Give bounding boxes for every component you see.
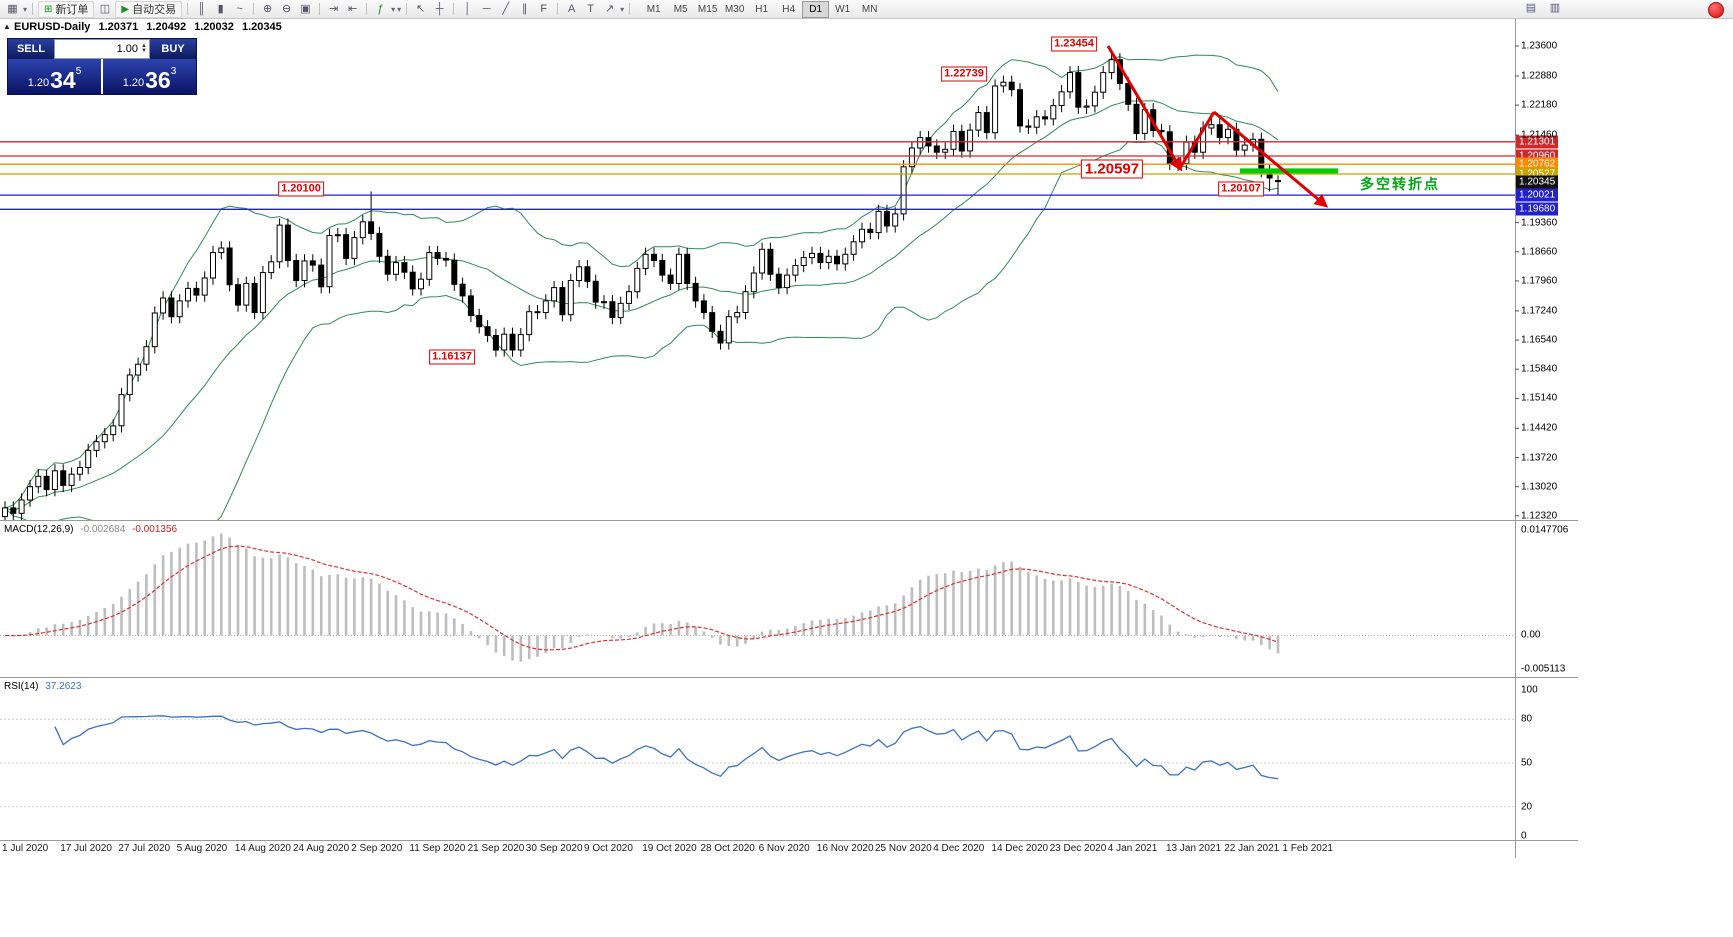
toolbar-separator: [453, 3, 455, 15]
chart-shift-icon[interactable]: ⇤: [348, 2, 358, 15]
ohlc-high: 1.20492: [146, 21, 187, 33]
toolbar-separator: [187, 3, 189, 15]
ohlc-open: 1.20371: [98, 21, 139, 33]
rsi-indicator-label: RSI(14) 37.2623: [4, 681, 85, 692]
auto-trading-icon: ▶: [121, 3, 130, 15]
main-price-pane: [0, 45, 1515, 520]
trade-panel-header: SELL 1.00 ▲ ▼ BUY: [8, 39, 196, 59]
notification-badge[interactable]: [1708, 2, 1724, 18]
timeframe-h4[interactable]: H4: [782, 3, 796, 15]
macd-signal-value: -0.001356: [132, 524, 178, 535]
auto-scroll-icon[interactable]: ⇥: [329, 2, 339, 15]
buy-price-button[interactable]: 1.20 36 3: [103, 59, 196, 94]
one-click-panel-toggle-icon[interactable]: ▲: [3, 22, 11, 31]
toolbar-separator: [406, 3, 408, 15]
timeframe-m30[interactable]: M30: [724, 3, 745, 15]
one-click-trading-panel: SELL 1.00 ▲ ▼ BUY 1.20 34 5 1.20 36 3: [7, 38, 197, 95]
trade-panel-prices: 1.20 34 5 1.20 36 3: [8, 59, 196, 94]
periods-dropdown[interactable]: ▾: [397, 4, 402, 14]
macd-indicator-label: MACD(12,26,9) -0.002684 -0.001356: [4, 524, 181, 535]
sell-price-prefix: 1.20: [27, 77, 50, 89]
timeframe-m15[interactable]: M15: [697, 3, 718, 15]
buy-price-sup: 3: [170, 66, 177, 77]
charts-icon[interactable]: ◫: [99, 2, 111, 15]
timeframe-d1[interactable]: D1: [802, 0, 830, 18]
timeframe-m5[interactable]: M5: [673, 3, 688, 15]
window-arrange-icon[interactable]: ▤: [1525, 2, 1537, 14]
chart-title: EURUSD-Daily 1.20371 1.20492 1.20032 1.2…: [14, 21, 287, 33]
macd-name: MACD(12,26,9): [4, 524, 74, 535]
horizontal-line-icon[interactable]: ─: [482, 2, 491, 15]
crosshair-icon[interactable]: ┼: [435, 2, 444, 15]
ohlc-low: 1.20032: [194, 21, 234, 33]
toolbar-separator: [319, 3, 321, 15]
auto-trading-button-label: 自动交易: [132, 4, 177, 16]
channel-icon[interactable]: ∥: [521, 2, 528, 15]
candlestick-chart-icon[interactable]: ▮: [217, 2, 224, 15]
chart-window-dropdown[interactable]: ▾: [23, 4, 28, 14]
rsi-pane: [0, 715, 1515, 808]
sell-price-sup: 5: [75, 66, 82, 77]
timeframe-group: M1 M5 M15 M30 H1 H4 D1 W1 MN: [640, 0, 883, 18]
bar-chart-icon[interactable]: ║: [197, 2, 206, 15]
toolbar-separator: [32, 3, 34, 15]
timeframe-h1[interactable]: H1: [755, 3, 769, 15]
indicators-icon[interactable]: ƒ: [377, 2, 384, 15]
toolbar-separator: [557, 3, 559, 15]
vertical-line-icon[interactable]: │: [464, 2, 472, 15]
macd-pane: [0, 533, 1515, 662]
buy-price-big: 36: [145, 67, 171, 93]
sell-price-big: 34: [50, 67, 76, 93]
new-order-button-label: 新订单: [55, 4, 89, 16]
macd-main-value: -0.002684: [80, 524, 126, 535]
rsi-value: 37.2623: [45, 681, 82, 692]
toolbar-separator: [629, 3, 631, 15]
timeframe-m1[interactable]: M1: [646, 3, 661, 15]
chart-window-icon[interactable]: ▦: [7, 2, 18, 15]
toolbar-items: ▦ ▾ ⊞ 新订单 ◫ ▶ 自动交易 ║ ▮ ~ ⊕ ⊖ ▣ ⇥ ⇤ ƒ ▾ ▾ ↖ ┼ │ ─ ╱ ∥ F A T ↗ ▾ M1 M5 M1…: [3, 0, 883, 18]
indicators-dropdown[interactable]: ▾: [391, 4, 396, 14]
volume-value: 1.00: [116, 43, 139, 55]
tile-windows-icon[interactable]: ▣: [300, 2, 311, 15]
new-order-icon: ⊞: [44, 3, 53, 15]
fibonacci-icon[interactable]: F: [540, 2, 547, 15]
volume-down-icon[interactable]: ▼: [141, 48, 147, 54]
ohlc-close: 1.20345: [241, 21, 282, 33]
zoom-out-icon[interactable]: ⊖: [282, 2, 292, 15]
trendline-icon[interactable]: ╱: [502, 2, 509, 15]
rsi-name: RSI(14): [4, 681, 39, 692]
chart-frame: [0, 16, 1578, 858]
label-tool-icon[interactable]: T: [587, 2, 594, 15]
zoom-in-icon[interactable]: ⊕: [263, 2, 273, 15]
volume-up-icon[interactable]: ▲: [141, 43, 147, 49]
sell-price-button[interactable]: 1.20 34 5: [8, 59, 101, 94]
timeframe-mn[interactable]: MN: [861, 3, 878, 15]
volume-spinner: ▲ ▼: [141, 43, 147, 54]
cursor-icon[interactable]: ↖: [416, 2, 426, 15]
chart-profile-icon[interactable]: ▥: [1549, 2, 1561, 14]
buy-price-prefix: 1.20: [122, 77, 145, 89]
text-tool-icon[interactable]: A: [567, 2, 576, 15]
new-order-button[interactable]: ⊞ 新订单: [38, 0, 95, 18]
sell-button[interactable]: SELL: [8, 39, 54, 59]
chart-symbol-period: EURUSD-Daily: [14, 21, 91, 33]
buy-button[interactable]: BUY: [150, 39, 196, 59]
auto-trading-button[interactable]: ▶ 自动交易: [115, 0, 183, 18]
arrows-tool-icon[interactable]: ↗: [605, 2, 615, 15]
timeframe-w1[interactable]: W1: [835, 3, 851, 15]
volume-input[interactable]: 1.00 ▲ ▼: [54, 39, 150, 59]
arrows-dropdown[interactable]: ▾: [620, 4, 625, 14]
main-toolbar: ▦ ▾ ⊞ 新订单 ◫ ▶ 自动交易 ║ ▮ ~ ⊕ ⊖ ▣ ⇥ ⇤ ƒ ▾ ▾ ↖ ┼ │ ─ ╱ ∥ F A T ↗ ▾ M1 M5 M1…: [0, 0, 1733, 19]
toolbar-separator: [253, 3, 255, 15]
line-chart-icon[interactable]: ~: [236, 2, 243, 15]
toolbar-separator: [366, 3, 368, 15]
